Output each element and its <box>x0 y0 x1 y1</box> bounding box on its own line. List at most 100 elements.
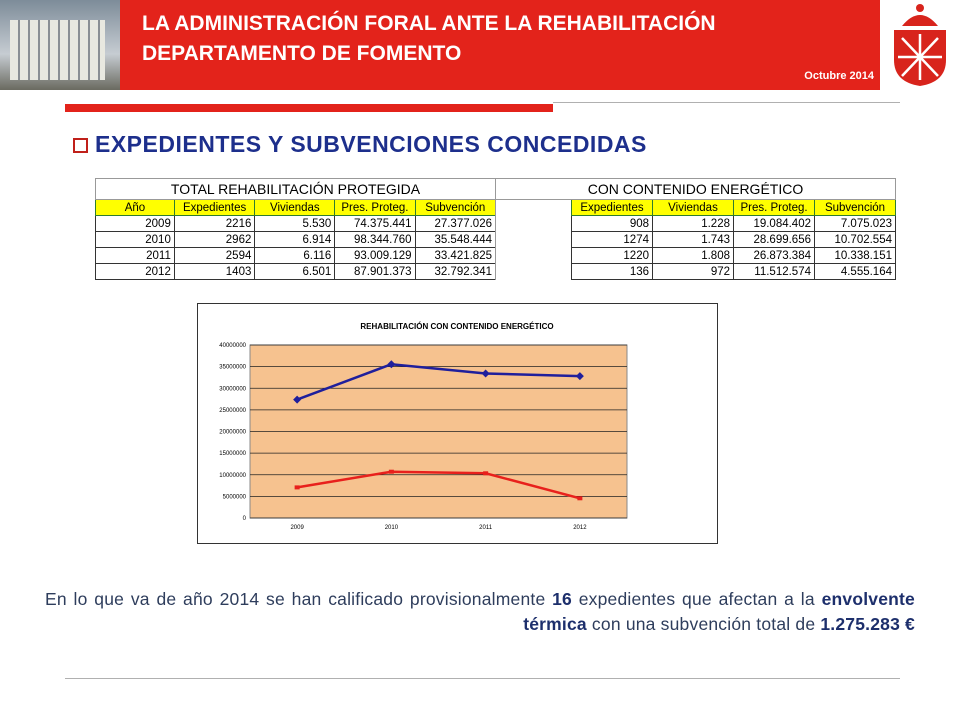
column-header: Año <box>95 199 175 216</box>
column-header: Viviendas <box>254 199 336 216</box>
y-tick-label: 30000000 <box>219 386 246 392</box>
data-row: 2011 2594 6.116 93.009.129 33.421.825 <box>95 247 497 264</box>
data-row: 908 1.228 19.084.402 7.075.023 <box>495 215 896 232</box>
cell: 93.009.129 <box>334 247 416 264</box>
cell: 2216 <box>173 215 256 232</box>
cell: 27.377.026 <box>414 215 497 232</box>
column-header: Subvención <box>414 199 497 216</box>
data-row: 1274 1.743 28.699.656 10.702.554 <box>495 231 896 248</box>
cell: 33.421.825 <box>414 247 497 264</box>
y-tick-label: 15000000 <box>219 451 246 457</box>
bullet-checkbox <box>73 138 88 153</box>
point <box>481 369 490 378</box>
cell: 98.344.760 <box>334 231 416 248</box>
point <box>575 372 584 381</box>
column-header: Subvención <box>814 199 896 216</box>
header-row: Año Expedientes Viviendas Pres. Proteg. Subv… <box>95 199 497 216</box>
header-photo <box>0 0 120 90</box>
cell: 35.548.444 <box>414 231 497 248</box>
blank-cell <box>495 199 572 216</box>
blank-cell <box>495 231 572 248</box>
series-line <box>296 470 581 500</box>
cell: 7.075.023 <box>814 215 896 232</box>
cell: 10.338.151 <box>814 247 896 264</box>
cell: 6.116 <box>254 247 336 264</box>
y-tick-label: 40000000 <box>219 343 246 349</box>
cell: 2009 <box>95 215 175 232</box>
table-energy: CON CONTENIDO ENERGÉTICO Expedientes Vivie… <box>495 178 896 280</box>
cell: 6.914 <box>254 231 336 248</box>
cell: 4.555.164 <box>814 263 896 280</box>
point <box>294 485 300 490</box>
column-header: Viviendas <box>652 199 734 216</box>
x-tick-label: 2012 <box>573 525 587 531</box>
cell: 2010 <box>95 231 175 248</box>
cell: 908 <box>571 215 653 232</box>
column-header: Expedientes <box>571 199 653 216</box>
column-header: Pres. Proteg. <box>334 199 416 216</box>
point <box>483 471 489 476</box>
series-line <box>296 362 580 401</box>
header-row: Expedientes Viviendas Pres. Proteg. Subvenc… <box>495 199 896 216</box>
data-row: 2012 1403 6.501 87.901.373 32.792.341 <box>95 263 497 280</box>
cell: 2011 <box>95 247 175 264</box>
cell: 136 <box>571 263 653 280</box>
data-row: 2010 2962 6.914 98.344.760 35.548.444 <box>95 231 497 248</box>
cell: 1220 <box>571 247 653 264</box>
section-heading: EXPEDIENTES Y SUBVENCIONES CONCEDIDAS <box>95 131 647 157</box>
text-run: 1.275.283 € <box>820 614 915 634</box>
x-tick-label: 2011 <box>479 525 493 531</box>
y-tick-label: 5000000 <box>223 494 247 500</box>
x-tick-label: 2009 <box>290 525 304 531</box>
rule <box>553 102 900 103</box>
text-run: En lo que va de año 2014 se han califica… <box>45 589 553 609</box>
text-run: expedientes que afectan a la <box>572 589 822 609</box>
point <box>387 360 396 369</box>
column-header: Expedientes <box>173 199 256 216</box>
chart-title: REHABILITACIÓN CON CONTENIDO ENERGÉTICO <box>360 322 553 331</box>
y-tick-label: 20000000 <box>219 430 246 436</box>
rule <box>65 104 553 112</box>
cell: 6.501 <box>254 263 336 280</box>
x-tick-label: 2010 <box>385 525 399 531</box>
blank-cell <box>495 215 572 232</box>
data-row: 2009 2216 5.530 74.375.441 27.377.026 <box>95 215 497 232</box>
cell: 2012 <box>95 263 175 280</box>
cell: 87.901.373 <box>334 263 416 280</box>
data-row: 1220 1.808 26.873.384 10.338.151 <box>495 247 896 264</box>
header-band: LA ADMINISTRACIÓN FORAL ANTE LA REHABILI… <box>120 0 880 90</box>
text-run: con una subvención total de <box>586 614 821 634</box>
y-tick-label: 35000000 <box>219 365 246 371</box>
table-title: TOTAL REHABILITACIÓN PROTEGIDA <box>95 178 496 200</box>
text-run: 16 <box>552 589 572 609</box>
cell: 11.512.574 <box>733 263 815 280</box>
data-row: 136 972 11.512.574 4.555.164 <box>495 263 896 280</box>
y-tick-label: 0 <box>243 516 247 522</box>
paragraph: En lo que va de año 2014 se han califica… <box>45 587 915 637</box>
chart: REHABILITACIÓN CON CONTENIDO ENERGÉTICO … <box>197 303 718 544</box>
table-total: TOTAL REHABILITACIÓN PROTEGIDA Año Expedie… <box>95 178 497 280</box>
logo <box>880 0 960 90</box>
point <box>293 395 302 404</box>
point <box>577 496 583 501</box>
title-row: CON CONTENIDO ENERGÉTICO <box>495 178 896 200</box>
point <box>388 469 394 474</box>
cell: 19.084.402 <box>733 215 815 232</box>
title-row: TOTAL REHABILITACIÓN PROTEGIDA <box>95 178 496 200</box>
cell: 5.530 <box>254 215 336 232</box>
blank-cell <box>495 247 572 264</box>
text-run: envolvente térmica <box>523 589 915 634</box>
cell: 1403 <box>173 263 256 280</box>
column-header: Pres. Proteg. <box>733 199 815 216</box>
cell: 74.375.441 <box>334 215 416 232</box>
cell: 1.808 <box>652 247 734 264</box>
cell: 2962 <box>173 231 256 248</box>
cell: 1.743 <box>652 231 734 248</box>
blank-cell <box>495 263 572 280</box>
cell: 2594 <box>173 247 256 264</box>
y-tick-label: 10000000 <box>219 473 246 479</box>
cell: 972 <box>652 263 734 280</box>
cell: 28.699.656 <box>733 231 815 248</box>
building <box>10 20 105 80</box>
